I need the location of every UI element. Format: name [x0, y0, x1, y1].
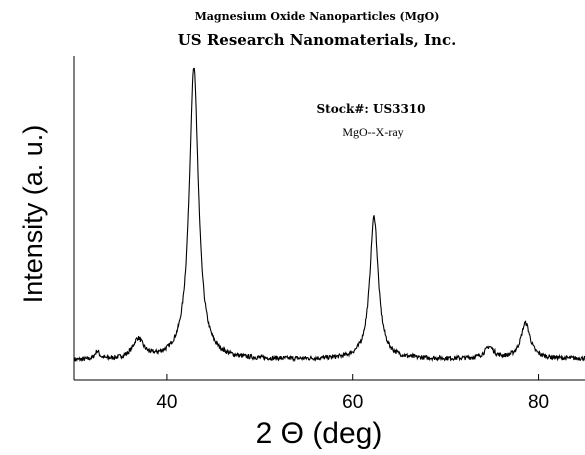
- x-axis-ticks: [166, 374, 540, 380]
- chart-subtitle: US Research Nanomaterials, Inc.: [178, 31, 457, 49]
- chart-title: Magnesium Oxide Nanoparticles (MgO): [195, 10, 440, 23]
- annotation-sample: MgO--X-ray: [342, 125, 403, 139]
- y-axis-label: Intensity (a. u.): [18, 125, 48, 304]
- x-tick-label-60: 60: [342, 392, 363, 413]
- x-tick-label-80: 80: [528, 392, 549, 413]
- x-axis-label: 2 Θ (deg): [256, 417, 383, 450]
- x-axis-tick-labels: 40 60 80: [156, 392, 549, 413]
- x-tick-label-40: 40: [156, 392, 177, 413]
- plot-area: 40 60 80: [73, 56, 585, 413]
- annotation-stock: Stock#: US3310: [316, 102, 425, 116]
- series-line: [73, 67, 585, 363]
